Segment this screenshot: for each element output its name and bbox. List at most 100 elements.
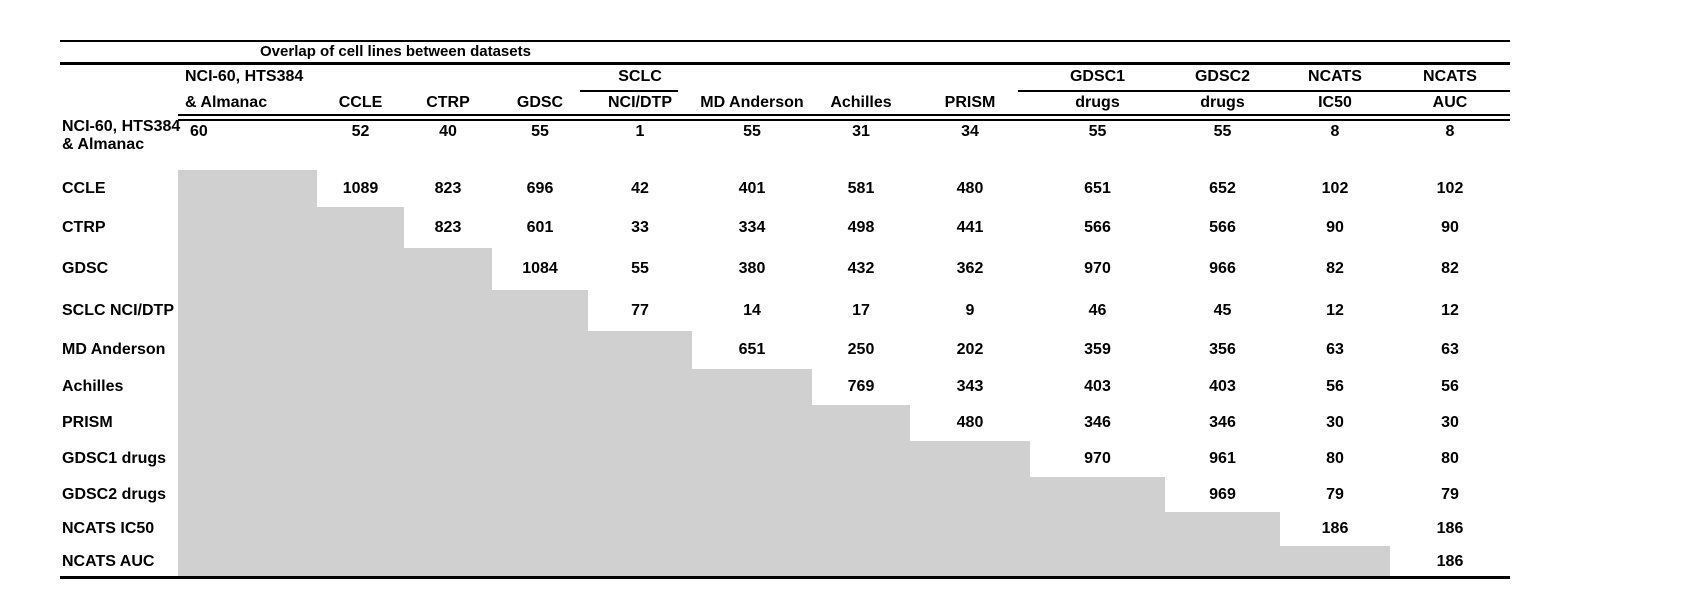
matrix-cell: 343: [956, 378, 984, 395]
matrix-cell: 969: [1209, 486, 1236, 503]
row-label: GDSC: [62, 260, 109, 277]
column-header: PRISM: [944, 94, 996, 111]
column-header: drugs: [1075, 94, 1120, 111]
matrix-cell: 651: [1084, 180, 1111, 197]
shaded-region: [178, 477, 1165, 512]
matrix-cell: 480: [956, 180, 984, 197]
matrix-cell: 30: [1441, 414, 1459, 431]
matrix-cell: 356: [1209, 341, 1236, 358]
matrix-cell: 31: [852, 123, 870, 140]
shaded-region: [178, 170, 317, 207]
matrix-cell: 60: [190, 123, 208, 140]
matrix-cell: 250: [847, 341, 875, 358]
column-header: NCI-60, HTS384: [185, 68, 304, 85]
column-header: IC50: [1318, 94, 1352, 111]
matrix-cell: 346: [1084, 414, 1111, 431]
row-label: GDSC1 drugs: [62, 450, 167, 467]
header-bottom-double-rule: [178, 114, 1510, 121]
matrix-cell: 1: [635, 123, 645, 140]
shaded-region: [178, 546, 1390, 577]
matrix-cell: 40: [439, 123, 457, 140]
row-label: CCLE: [62, 180, 106, 197]
column-header: CCLE: [338, 94, 383, 111]
shaded-region: [178, 290, 588, 331]
bottom-rule: [60, 576, 1510, 579]
matrix-cell: 33: [631, 219, 649, 236]
matrix-cell: 52: [351, 123, 370, 140]
matrix-cell: 12: [1326, 302, 1344, 319]
matrix-cell: 9: [965, 302, 975, 319]
matrix-cell: 90: [1326, 219, 1344, 236]
matrix-cell: 1084: [522, 260, 558, 277]
matrix-cell: 46: [1088, 302, 1107, 319]
matrix-cell: 42: [631, 180, 649, 197]
matrix-cell: 14: [743, 302, 761, 319]
matrix-cell: 56: [1326, 378, 1344, 395]
matrix-cell: 102: [1436, 180, 1464, 197]
shaded-region: [178, 441, 1030, 477]
row-label: CTRP: [62, 219, 106, 236]
matrix-cell: 202: [956, 341, 984, 358]
matrix-cell: 80: [1326, 450, 1344, 467]
top-rule: [60, 40, 1510, 42]
matrix-cell: 8: [1330, 123, 1340, 140]
matrix-cell: 45: [1213, 302, 1232, 319]
matrix-cell: 403: [1084, 378, 1111, 395]
column-header: MD Anderson: [700, 94, 804, 111]
column-header: NCATS: [1308, 68, 1362, 85]
matrix-cell: 966: [1209, 260, 1236, 277]
matrix-cell: 970: [1084, 260, 1111, 277]
column-header: & Almanac: [185, 94, 268, 111]
matrix-cell: 334: [738, 219, 766, 236]
matrix-cell: 480: [956, 414, 984, 431]
matrix-cell: 566: [1209, 219, 1236, 236]
matrix-cell: 823: [434, 219, 462, 236]
matrix-cell: 380: [738, 260, 766, 277]
matrix-cell: 82: [1326, 260, 1344, 277]
matrix-cell: 63: [1441, 341, 1459, 358]
table-title: Overlap of cell lines between datasets: [260, 43, 531, 60]
row-label: NCATS AUC: [62, 553, 155, 570]
matrix-cell: 1089: [342, 180, 379, 197]
matrix-cell: 696: [526, 180, 554, 197]
matrix-cell: 34: [961, 123, 979, 140]
matrix-cell: 77: [631, 302, 649, 319]
matrix-cell: 79: [1326, 486, 1344, 503]
matrix-cell: 79: [1441, 486, 1459, 503]
shaded-region: [178, 405, 910, 441]
matrix-cell: 566: [1084, 219, 1111, 236]
matrix-cell: 186: [1436, 553, 1464, 570]
column-header: GDSC1: [1069, 68, 1126, 85]
matrix-cell: 55: [743, 123, 761, 140]
matrix-cell: 82: [1441, 260, 1459, 277]
column-header: GDSC2: [1194, 68, 1251, 85]
matrix-cell: 186: [1436, 520, 1464, 537]
column-header: CTRP: [426, 94, 470, 111]
column-header: NCATS: [1423, 68, 1477, 85]
column-header: NCI/DTP: [608, 94, 672, 111]
matrix-cell: 432: [847, 260, 875, 277]
drugs-group-rule: [1018, 90, 1510, 92]
column-header: AUC: [1432, 94, 1468, 111]
matrix-cell: 359: [1084, 341, 1111, 358]
shaded-region: [178, 369, 812, 405]
matrix-cell: 55: [1213, 123, 1232, 140]
column-header: drugs: [1200, 94, 1245, 111]
row-label: PRISM: [62, 414, 113, 431]
matrix-cell: 12: [1441, 302, 1459, 319]
matrix-cell: 346: [1209, 414, 1236, 431]
matrix-cell: 581: [847, 180, 875, 197]
matrix-cell: 8: [1445, 123, 1455, 140]
matrix-cell: 90: [1441, 219, 1459, 236]
matrix-cell: 769: [847, 378, 875, 395]
shaded-region: [178, 207, 404, 248]
row-label: Achilles: [62, 378, 124, 395]
matrix-cell: 961: [1209, 450, 1236, 467]
shaded-region: [178, 331, 692, 369]
matrix-cell: 403: [1209, 378, 1236, 395]
row-label: NCATS IC50: [62, 520, 155, 537]
matrix-cell: 651: [738, 341, 766, 358]
matrix-cell: 362: [956, 260, 984, 277]
column-header: Achilles: [830, 94, 892, 111]
